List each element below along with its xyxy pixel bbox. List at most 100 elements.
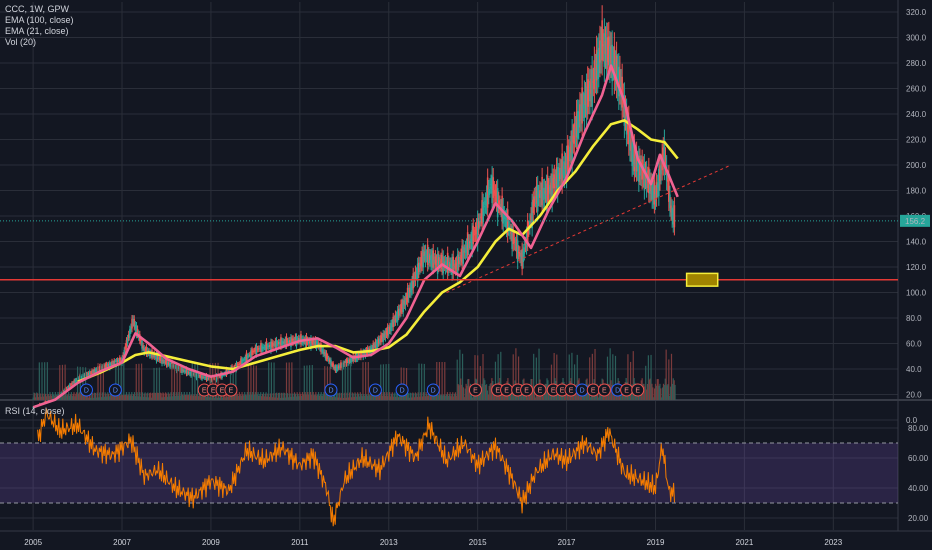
candle-body (517, 251, 520, 253)
candle-body (284, 339, 287, 346)
volume-bar (52, 392, 54, 400)
earnings-badge[interactable]: E (597, 383, 611, 397)
candle-body (501, 195, 503, 222)
candle-body (275, 339, 278, 350)
earnings-badge[interactable]: E (631, 383, 645, 397)
volume-bar (98, 397, 100, 400)
dividend-badge[interactable]: D (368, 383, 382, 397)
volume-bar (669, 395, 671, 400)
volume-bar (439, 395, 441, 400)
volume-bar (286, 393, 289, 400)
volume-bar (663, 385, 665, 400)
volume-bar (301, 395, 303, 400)
trend-line[interactable] (446, 164, 732, 293)
volume-bar (80, 393, 82, 400)
volume-bar (237, 395, 240, 400)
dividend-badge[interactable]: D (324, 383, 338, 397)
volume-bar (394, 392, 396, 400)
volume-bar (363, 394, 365, 400)
earnings-badge[interactable]: E (224, 383, 238, 397)
volume-bar (614, 355, 617, 400)
candle-body (92, 371, 94, 373)
candle-body (375, 342, 378, 347)
candle-body (175, 364, 178, 372)
volume-bar (310, 394, 313, 400)
volume-bar (187, 395, 189, 400)
dividend-badge[interactable]: D (79, 383, 93, 397)
volume-bar (159, 392, 161, 400)
volume-bar (214, 362, 216, 400)
dividend-badge[interactable]: D (575, 383, 589, 397)
candle-body (217, 376, 220, 378)
candle-body (457, 257, 460, 265)
volume-bar (102, 363, 104, 400)
candle-body (343, 362, 346, 365)
candle-body (202, 376, 204, 378)
volume-bar (359, 392, 361, 400)
candle-body (213, 377, 216, 379)
candle-body (244, 357, 247, 361)
volume-bar (421, 363, 423, 400)
candle-body (552, 178, 555, 189)
candle-body (479, 221, 481, 223)
price-axis-label: 140.0 (906, 238, 927, 247)
dividend-badge[interactable]: D (426, 383, 440, 397)
candle-body (423, 251, 426, 256)
earnings-badge[interactable]: E (520, 383, 534, 397)
volume-bar (178, 392, 180, 400)
badge-circle (533, 383, 547, 397)
volume-bar (181, 392, 183, 400)
earnings-badge[interactable]: E (468, 383, 482, 397)
candle-body (406, 287, 409, 302)
volume-bar (459, 349, 461, 400)
volume-bar (484, 380, 486, 400)
volume-bar (334, 397, 337, 400)
volume-bar (292, 393, 294, 400)
candle-body (94, 369, 97, 374)
dividend-badge[interactable]: D (108, 383, 122, 397)
candle-body (197, 375, 200, 377)
candle-body (166, 361, 169, 366)
volume-bar (45, 396, 48, 400)
volume-bar (89, 392, 91, 400)
volume-bar (350, 397, 353, 400)
volume-bar (215, 392, 217, 400)
candle-body (233, 366, 236, 368)
volume-bar (287, 397, 289, 400)
volume-bar (169, 396, 171, 400)
candle-body (507, 226, 510, 229)
volume-bar (135, 363, 137, 400)
volume-bar (254, 392, 256, 400)
price-axis-label: 280.0 (906, 59, 927, 68)
volume-bar (83, 393, 85, 400)
earnings-badge[interactable]: E (533, 383, 547, 397)
volume-bar (272, 393, 274, 400)
badge-circle (395, 383, 409, 397)
volume-bar (343, 392, 345, 400)
earnings-badge[interactable]: E (500, 383, 514, 397)
volume-bar (126, 395, 128, 400)
earnings-badge[interactable]: E (586, 383, 600, 397)
candle-body (560, 169, 562, 179)
volume-bar (581, 395, 584, 400)
candle-body (430, 255, 432, 264)
candle-body (435, 260, 438, 263)
volume-bar (195, 395, 197, 400)
volume-bar (131, 392, 133, 400)
candle-body (651, 182, 653, 200)
earnings-badge[interactable]: E (620, 383, 634, 397)
candle-body (90, 372, 92, 374)
candle-body (236, 364, 239, 366)
volume-bar (92, 397, 95, 400)
volume-bar (212, 363, 214, 400)
candle-body (289, 340, 291, 343)
candle-body (195, 372, 198, 379)
dividend-badge[interactable]: D (395, 383, 409, 397)
earnings-badge[interactable]: E (564, 383, 578, 397)
candle-body (192, 373, 194, 375)
highlight-box[interactable] (685, 272, 719, 287)
volume-bar (360, 393, 362, 400)
candle-body (544, 189, 547, 194)
volume-bar (164, 392, 167, 400)
